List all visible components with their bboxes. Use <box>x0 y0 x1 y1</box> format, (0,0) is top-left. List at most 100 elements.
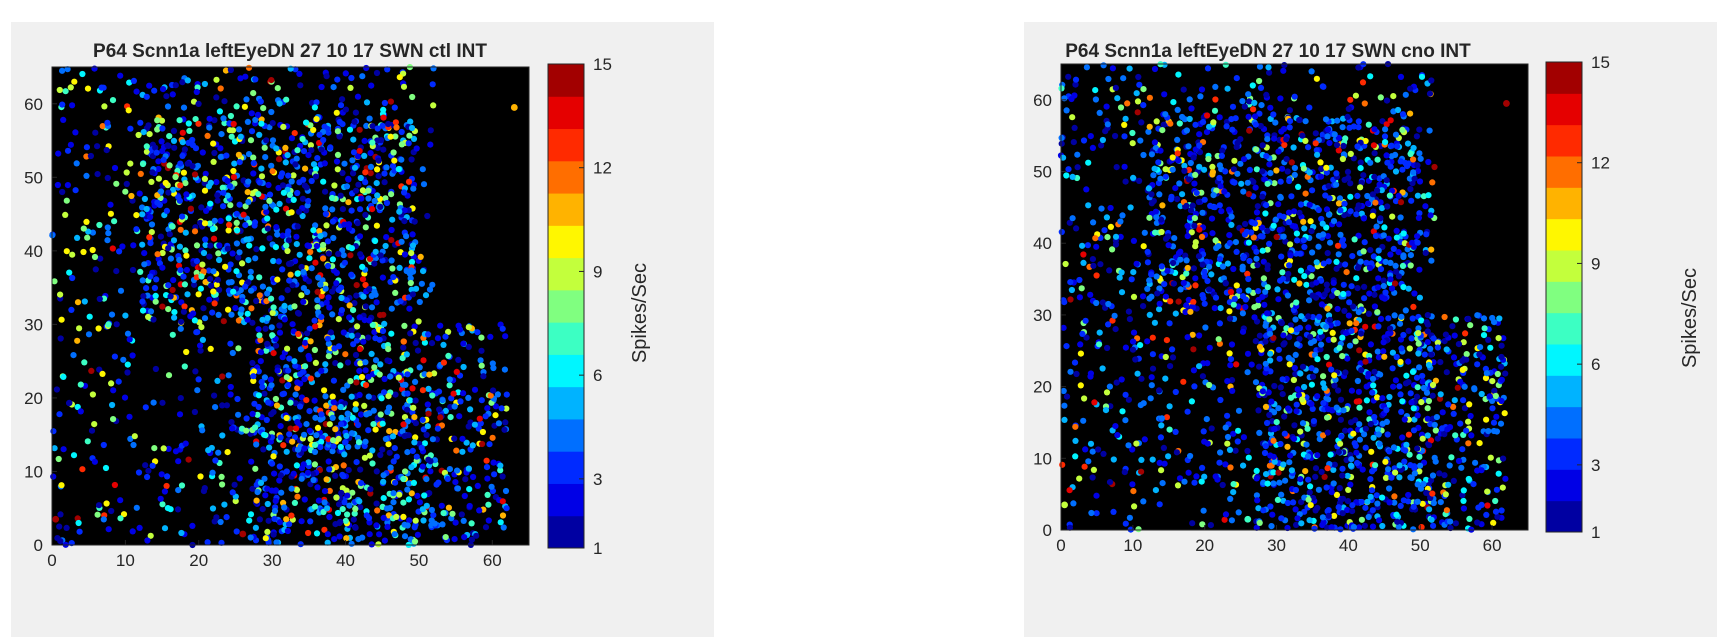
data-point <box>92 129 99 136</box>
data-point <box>390 490 397 497</box>
data-point <box>469 442 476 449</box>
data-point <box>1385 466 1392 473</box>
data-point <box>388 237 395 244</box>
data-point <box>195 100 202 107</box>
data-point <box>322 393 329 400</box>
colorbar-label: Spikes/Sec <box>629 263 651 363</box>
data-point <box>185 456 192 463</box>
colorbar-tick-label: 6 <box>593 366 602 385</box>
data-point <box>1138 375 1145 382</box>
data-point <box>256 292 263 299</box>
data-point <box>149 462 156 469</box>
data-point <box>477 420 484 427</box>
data-point <box>1385 315 1392 322</box>
data-point <box>164 103 172 110</box>
data-point <box>1169 166 1176 173</box>
data-point <box>1161 91 1168 98</box>
data-point <box>1325 258 1332 265</box>
data-point <box>1208 425 1215 432</box>
data-point <box>1067 368 1074 375</box>
data-point <box>425 410 432 417</box>
data-point <box>233 528 240 535</box>
data-point <box>273 342 280 349</box>
data-point <box>357 206 364 213</box>
data-point <box>250 377 257 384</box>
data-point <box>407 118 414 125</box>
data-point <box>176 243 183 250</box>
data-point <box>502 487 510 495</box>
data-point <box>159 148 166 155</box>
data-point <box>236 475 243 482</box>
data-point <box>283 468 290 475</box>
data-point <box>120 356 127 363</box>
data-point <box>312 173 319 180</box>
data-point <box>1357 258 1364 265</box>
data-point <box>63 197 70 204</box>
data-point <box>1487 344 1494 351</box>
data-point <box>1398 408 1405 415</box>
data-point <box>1399 126 1406 133</box>
data-point <box>356 233 364 240</box>
data-point <box>1450 354 1458 361</box>
data-point <box>100 441 107 449</box>
data-point <box>476 415 483 422</box>
data-point <box>322 285 329 292</box>
data-point <box>149 169 156 176</box>
data-point <box>159 303 166 310</box>
data-point <box>1450 477 1457 484</box>
data-point <box>229 425 236 432</box>
data-point <box>1257 122 1264 130</box>
data-point <box>1452 316 1459 323</box>
data-point <box>129 197 136 204</box>
data-point <box>264 225 271 232</box>
data-point <box>1365 200 1372 207</box>
data-point <box>345 176 352 183</box>
data-point <box>56 523 63 530</box>
data-point <box>199 261 206 268</box>
data-point <box>1199 521 1206 528</box>
data-point <box>343 183 351 190</box>
data-point <box>1185 143 1192 150</box>
data-point <box>1465 440 1472 447</box>
data-point <box>425 456 432 463</box>
data-point <box>1331 512 1338 519</box>
data-point <box>1084 242 1091 249</box>
data-point <box>1267 104 1274 111</box>
data-point <box>1325 406 1332 413</box>
data-point <box>1337 396 1345 403</box>
data-point <box>1087 291 1094 298</box>
data-point <box>1156 285 1163 292</box>
data-point <box>1251 99 1258 106</box>
data-point <box>317 232 324 240</box>
data-point <box>1245 287 1252 294</box>
data-point <box>356 314 363 321</box>
data-point <box>1421 351 1428 358</box>
data-point <box>1408 197 1415 204</box>
data-point <box>1240 188 1247 195</box>
data-point <box>323 73 330 80</box>
data-point <box>219 402 226 409</box>
data-point <box>1192 146 1199 153</box>
data-point <box>1227 362 1234 369</box>
data-point <box>273 402 281 409</box>
data-point <box>1319 220 1326 227</box>
data-point <box>1125 442 1132 449</box>
data-point <box>224 177 231 185</box>
data-point <box>1483 370 1490 377</box>
data-point <box>1198 233 1206 240</box>
data-point <box>374 192 381 199</box>
data-point <box>1145 128 1152 135</box>
data-point <box>1397 391 1404 398</box>
data-point <box>1324 429 1331 436</box>
data-point <box>1451 397 1458 404</box>
data-point <box>318 411 325 418</box>
data-point <box>235 411 242 418</box>
data-point <box>257 479 265 486</box>
data-point <box>289 321 296 328</box>
data-point <box>1276 212 1283 219</box>
data-point <box>380 389 388 396</box>
data-point <box>1244 447 1251 455</box>
data-point <box>1252 184 1259 191</box>
data-point <box>1315 206 1322 214</box>
data-point <box>1293 230 1300 237</box>
